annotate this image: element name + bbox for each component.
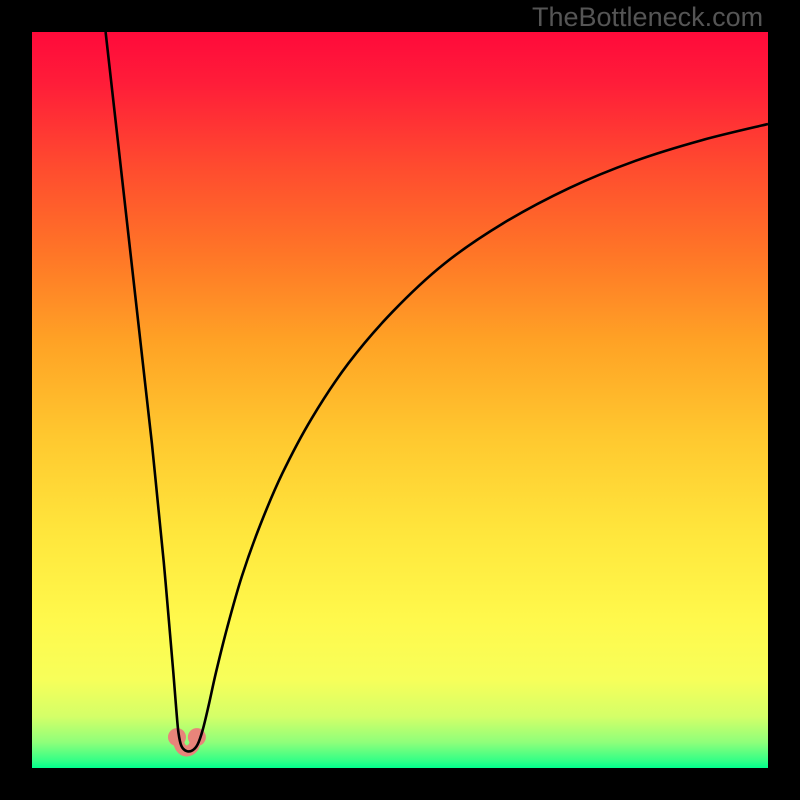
watermark-text: TheBottleneck.com [532, 2, 763, 33]
gradient-background [32, 32, 768, 768]
plot-svg [32, 32, 768, 768]
plot-area [32, 32, 768, 768]
